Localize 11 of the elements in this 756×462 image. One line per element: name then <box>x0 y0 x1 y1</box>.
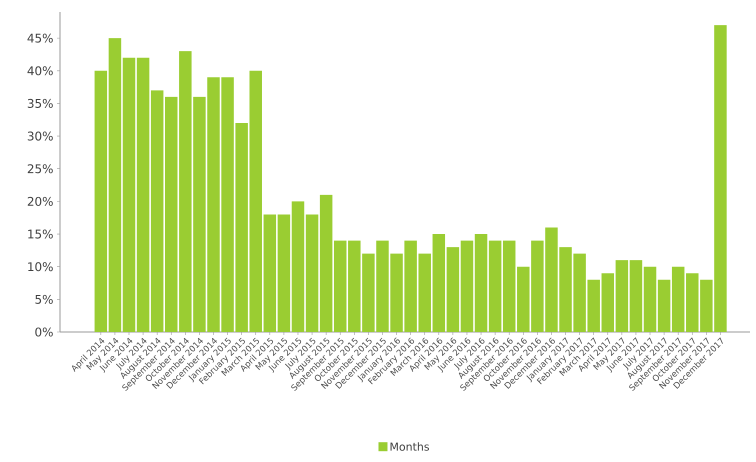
y-tick-label: 10% <box>28 262 53 272</box>
y-tick-label: 45% <box>27 34 53 43</box>
y-tick-label: 30% <box>28 132 53 141</box>
legend-label: Months <box>390 442 429 451</box>
y-tick-label: 5% <box>35 294 53 304</box>
y-tick-label: 25% <box>28 164 53 174</box>
y-tick-label: 20% <box>28 196 53 206</box>
y-tick-label: 15% <box>28 230 53 239</box>
y-tick-label: 40% <box>27 66 53 76</box>
y-tick-label: 0% <box>35 327 53 337</box>
y-tick-label: 35% <box>28 98 53 108</box>
